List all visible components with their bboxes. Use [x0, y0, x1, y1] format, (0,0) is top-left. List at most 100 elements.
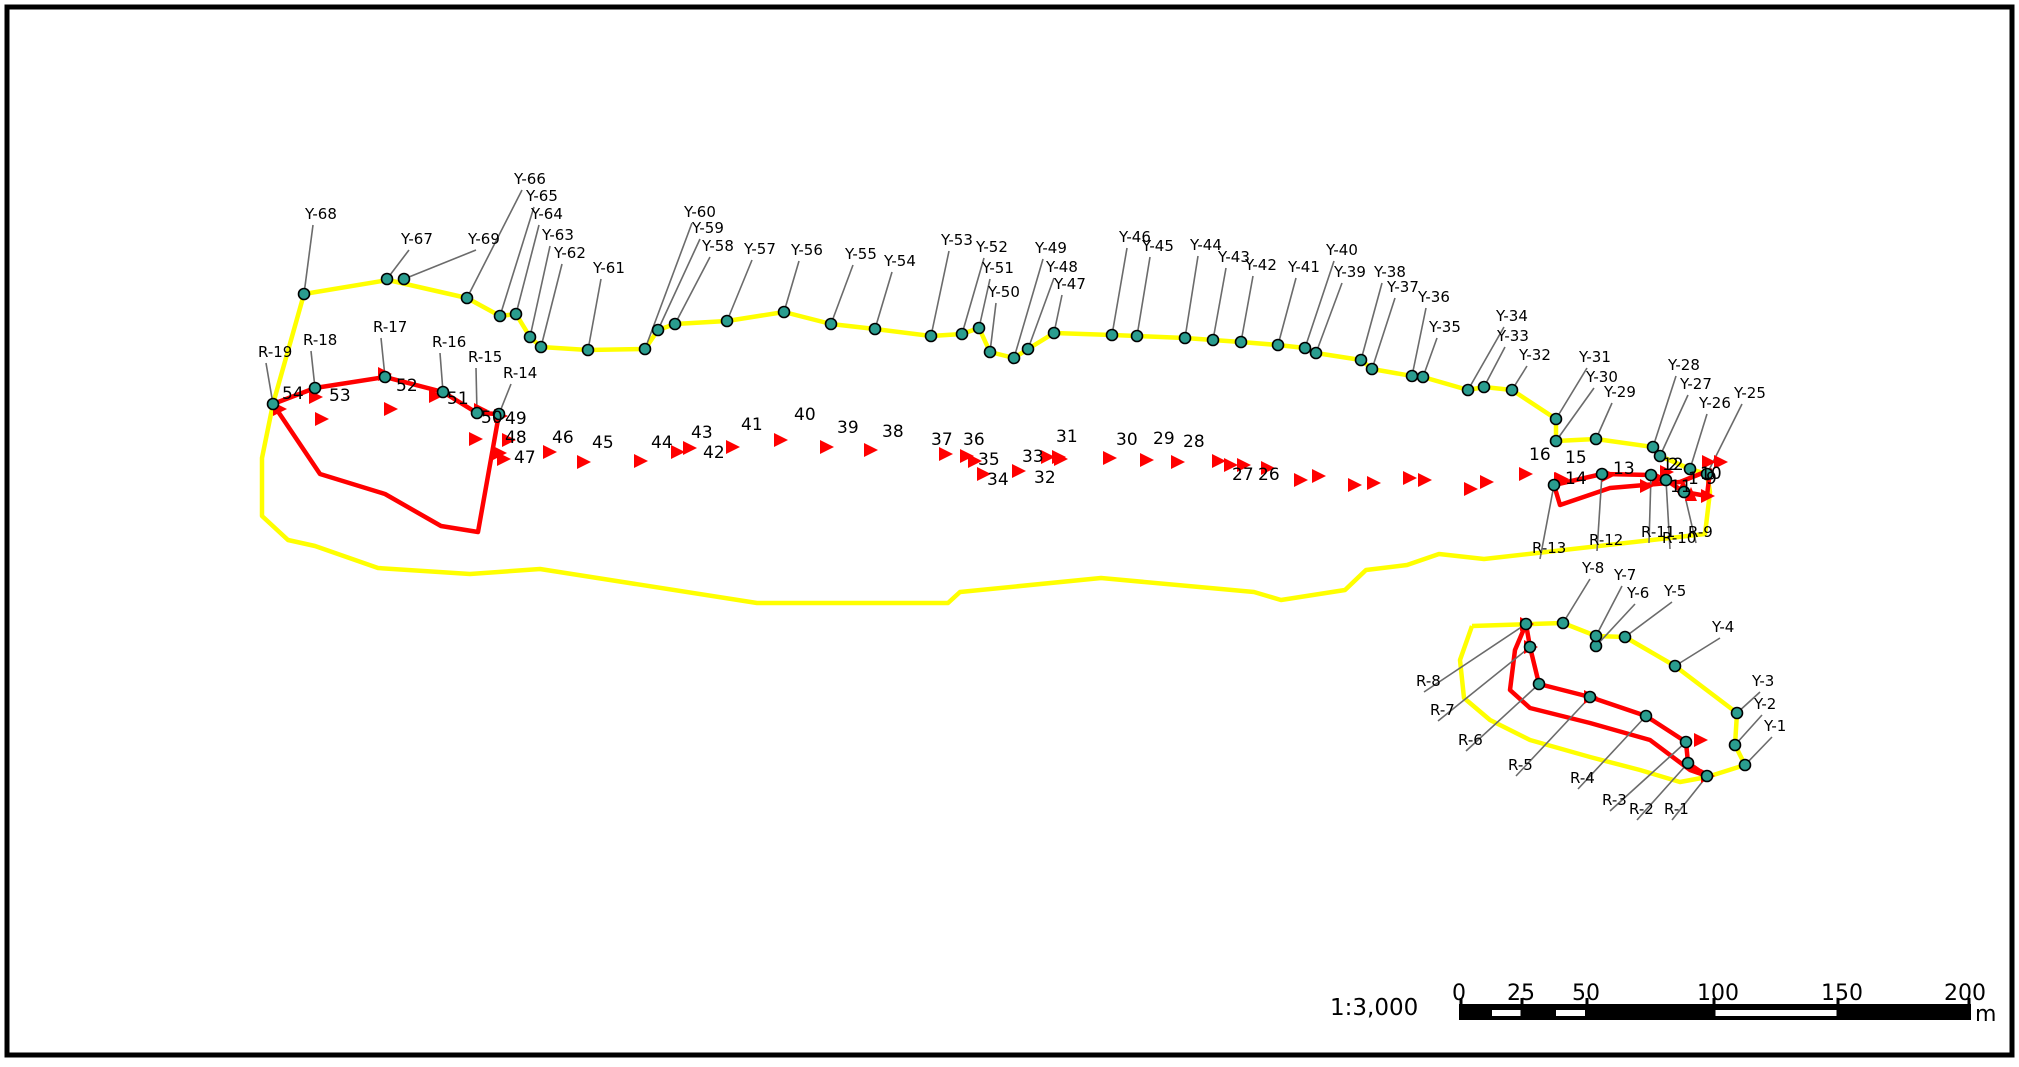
yellow-station-label: Y-67	[400, 230, 433, 248]
yellow-station-point	[1653, 449, 1667, 463]
yellow-leader-line	[1304, 260, 1335, 349]
yellow-station-point	[955, 327, 969, 341]
yellow-station-label: Y-53	[940, 231, 973, 249]
marker-triangle	[1480, 475, 1494, 489]
yellow-station-point	[1130, 329, 1144, 343]
marker-triangle	[1367, 476, 1381, 490]
red-station-point	[492, 407, 506, 421]
yellow-leader-line	[499, 206, 535, 317]
yellow-station-label: Y-54	[883, 252, 916, 270]
scale-label-25: 25	[1507, 981, 1535, 1006]
yellow-station-label: Y-57	[743, 240, 776, 258]
yellow-station-label: Y-66	[513, 170, 546, 188]
red-leader-line	[1539, 484, 1555, 560]
red-station-label: R-3	[1602, 791, 1627, 809]
yellow-station-point	[1618, 630, 1632, 644]
yellow-station-point	[983, 345, 997, 359]
yellow-leader-line	[1240, 275, 1254, 343]
marker-triangle	[1294, 473, 1308, 487]
yellow-station-point	[460, 291, 474, 305]
yellow-station-label: Y-65	[525, 187, 558, 205]
yellow-leader-line	[1315, 282, 1343, 354]
marker-number: 54	[282, 384, 304, 404]
marker-number: 51	[447, 389, 469, 409]
red-station-label: R-11	[1641, 523, 1675, 541]
red-station-label: R-2	[1629, 800, 1654, 818]
marker-triangle	[1103, 451, 1117, 465]
yellow-station-label: Y-63	[541, 226, 574, 244]
yellow-station-point	[1416, 370, 1430, 384]
yellow-station-layer	[297, 272, 1752, 772]
yellow-station-point	[380, 272, 394, 286]
yellow-station-point	[1589, 432, 1603, 446]
yellow-leader-line	[989, 302, 997, 353]
yellow-leader-line	[303, 224, 314, 295]
yellow-leader-line	[529, 245, 551, 338]
red-station-point	[1659, 473, 1673, 487]
yellow-station-point	[1354, 353, 1368, 367]
yellow-station-label: Y-33	[1496, 327, 1529, 345]
red-leader-line	[1437, 646, 1531, 722]
yellow-station-label: Y-2	[1753, 695, 1776, 713]
red-station-label: R-12	[1589, 531, 1623, 549]
marker-number: 31	[1056, 427, 1078, 447]
yellow-leader-line	[978, 278, 991, 329]
yellow-station-point	[509, 307, 523, 321]
yellow-leader-line	[1674, 637, 1721, 667]
marker-number: 44	[651, 433, 673, 453]
scale-label-100: 100	[1697, 981, 1739, 1006]
marker-triangle	[1714, 455, 1728, 469]
marker-triangle	[1348, 478, 1362, 492]
marker-triangle	[429, 389, 443, 403]
yellow-station-point	[1365, 362, 1379, 376]
yellow-leader-line	[1659, 394, 1689, 457]
yellow-station-label: Y-62	[553, 244, 586, 262]
yellow-station-label: Y-45	[1141, 237, 1174, 255]
yellow-station-point	[1271, 338, 1285, 352]
yellow-station-label: Y-3	[1751, 672, 1774, 690]
yellow-station-label: Y-48	[1045, 258, 1078, 276]
yellow-leader-line	[1371, 297, 1396, 370]
yellow-station-point	[1646, 440, 1660, 454]
marker-number: 35	[978, 450, 1000, 470]
yellow-station-label: Y-64	[530, 205, 563, 223]
red-station-point	[1679, 735, 1693, 749]
scale-bar: 0 25 50 100 150 200 m	[1452, 981, 1996, 1027]
red-station-label: R-18	[303, 331, 337, 349]
yellow-station-point	[1047, 326, 1061, 340]
marker-triangle	[1464, 482, 1478, 496]
yellow-station-point	[638, 342, 652, 356]
marker-triangle	[1519, 467, 1533, 481]
yellow-leader-line	[540, 263, 563, 348]
marker-triangle	[1012, 464, 1026, 478]
yellow-station-point	[1556, 616, 1570, 630]
yellow-station-point	[1549, 434, 1563, 448]
marker-number: 32	[1034, 468, 1056, 488]
red-station-label: R-17	[373, 318, 407, 336]
marker-triangle	[1054, 452, 1068, 466]
yellow-station-label: Y-5	[1663, 582, 1686, 600]
yellow-station-label: Y-56	[790, 241, 823, 259]
yellow-station-label: Y-31	[1578, 348, 1611, 366]
red-leader-line	[265, 362, 274, 405]
marker-number: 46	[552, 428, 574, 448]
yellow-station-point	[297, 287, 311, 301]
yellow-station-point	[868, 322, 882, 336]
yellow-station-point	[1683, 462, 1697, 476]
yellow-station-point	[1505, 383, 1519, 397]
red-leader-line	[439, 352, 444, 393]
red-station-point	[1519, 617, 1533, 631]
red-station-label: R-15	[468, 348, 502, 366]
marker-triangle	[820, 440, 834, 454]
marker-triangle	[469, 432, 483, 446]
marker-triangle	[1685, 487, 1697, 501]
marker-triangle	[577, 455, 591, 469]
yellow-leader-line	[726, 259, 753, 322]
red-leader-line	[1423, 623, 1527, 693]
yellow-station-label: Y-46	[1118, 228, 1151, 246]
yellow-station-label: Y-42	[1244, 256, 1277, 274]
marker-number: 39	[837, 418, 859, 438]
marker-triangle	[543, 445, 557, 459]
marker-number: 37	[931, 430, 953, 450]
